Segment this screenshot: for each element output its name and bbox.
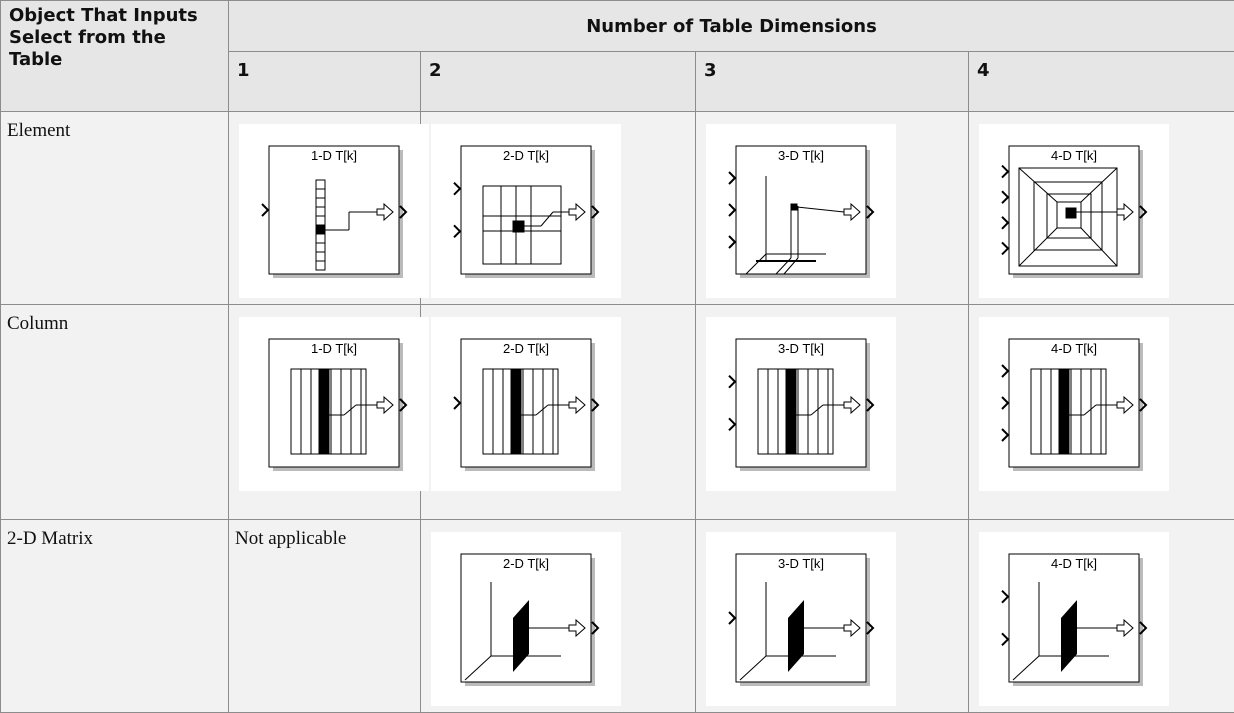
column-header: 4 [969, 52, 1234, 112]
icon-cell: 2-D T[k] [421, 305, 696, 520]
glyph-cell [316, 225, 325, 234]
block-icon: 4-D T[k] [979, 124, 1169, 298]
glyph-cell [1066, 208, 1076, 218]
block-icon: 4-D T[k] [979, 317, 1169, 491]
block-title: 4-D T[k] [1051, 556, 1097, 571]
block-title: 4-D T[k] [1051, 341, 1097, 356]
text-cell: Not applicable [229, 520, 421, 713]
row-label: 2-D Matrix [1, 520, 228, 558]
block-title: 3-D T[k] [778, 341, 824, 356]
row-label: Element [1, 112, 228, 150]
block-title: 1-D T[k] [311, 148, 357, 163]
icon-cell: 3-D T[k] [696, 112, 969, 305]
block-icon: 3-D T[k] [706, 124, 896, 298]
block: 1-D T[k] [262, 146, 406, 278]
icon-cell: 4-D T[k] [969, 112, 1234, 305]
icon-cell: 3-D T[k] [696, 305, 969, 520]
row-label-cell: Element [1, 112, 229, 305]
glyph-cell [786, 369, 796, 454]
icon-cell: 1-D T[k] [229, 112, 421, 305]
block-icon: 4-D T[k] [979, 532, 1169, 706]
column-header: 3 [696, 52, 969, 112]
glyph-cell [791, 204, 797, 210]
block-title: 3-D T[k] [778, 148, 824, 163]
block: 2-D T[k] [454, 339, 598, 471]
block-title: 4-D T[k] [1051, 148, 1097, 163]
block-icon: 1-D T[k] [239, 317, 429, 491]
block: 1-D T[k] [269, 339, 406, 471]
corner-header: Object That Inputs Select from the Table [1, 1, 229, 112]
column-header: 2 [421, 52, 696, 112]
block-title: 2-D T[k] [503, 556, 549, 571]
cell-text: Not applicable [229, 520, 420, 558]
block-icon: 2-D T[k] [431, 124, 621, 298]
table-row: Element 1-D T[k] 2-D T[k] 3-D T[k] 4-D T[k] [1, 112, 1234, 305]
block-icon: 2-D T[k] [431, 532, 621, 706]
block: 3-D T[k] [729, 554, 873, 686]
glyph-cell [511, 369, 521, 454]
row-label-cell: Column [1, 305, 229, 520]
icon-cell: 2-D T[k] [421, 112, 696, 305]
block: 4-D T[k] [1002, 554, 1146, 686]
icon-cell: 3-D T[k] [696, 520, 969, 713]
block-title: 3-D T[k] [778, 556, 824, 571]
glyph-cell [1059, 369, 1069, 454]
icon-cell: 4-D T[k] [969, 520, 1234, 713]
icon-cell: 4-D T[k] [969, 305, 1234, 520]
block: 2-D T[k] [454, 146, 598, 278]
column-header: 1 [229, 52, 421, 112]
block-title: 2-D T[k] [503, 148, 549, 163]
block-icon: 2-D T[k] [431, 317, 621, 491]
glyph-cell [319, 369, 329, 454]
row-label: Column [1, 305, 228, 343]
table-row: Column 1-D T[k] 2-D T[k] 3-D T[k] 4-D T[k] [1, 305, 1234, 520]
block: 2-D T[k] [461, 554, 598, 686]
glyph-cell [513, 221, 524, 232]
block-title: 1-D T[k] [311, 341, 357, 356]
group-header: Number of Table Dimensions [229, 1, 1234, 52]
block: 3-D T[k] [729, 339, 873, 471]
icon-cell: 2-D T[k] [421, 520, 696, 713]
block-title: 2-D T[k] [503, 341, 549, 356]
block-icon: 3-D T[k] [706, 317, 896, 491]
block-icon: 3-D T[k] [706, 532, 896, 706]
row-label-cell: 2-D Matrix [1, 520, 229, 713]
block-icon: 1-D T[k] [239, 124, 429, 298]
block: 4-D T[k] [1002, 339, 1146, 471]
icon-cell: 1-D T[k] [229, 305, 421, 520]
block: 3-D T[k] [729, 146, 873, 278]
block: 4-D T[k] [1002, 146, 1146, 278]
